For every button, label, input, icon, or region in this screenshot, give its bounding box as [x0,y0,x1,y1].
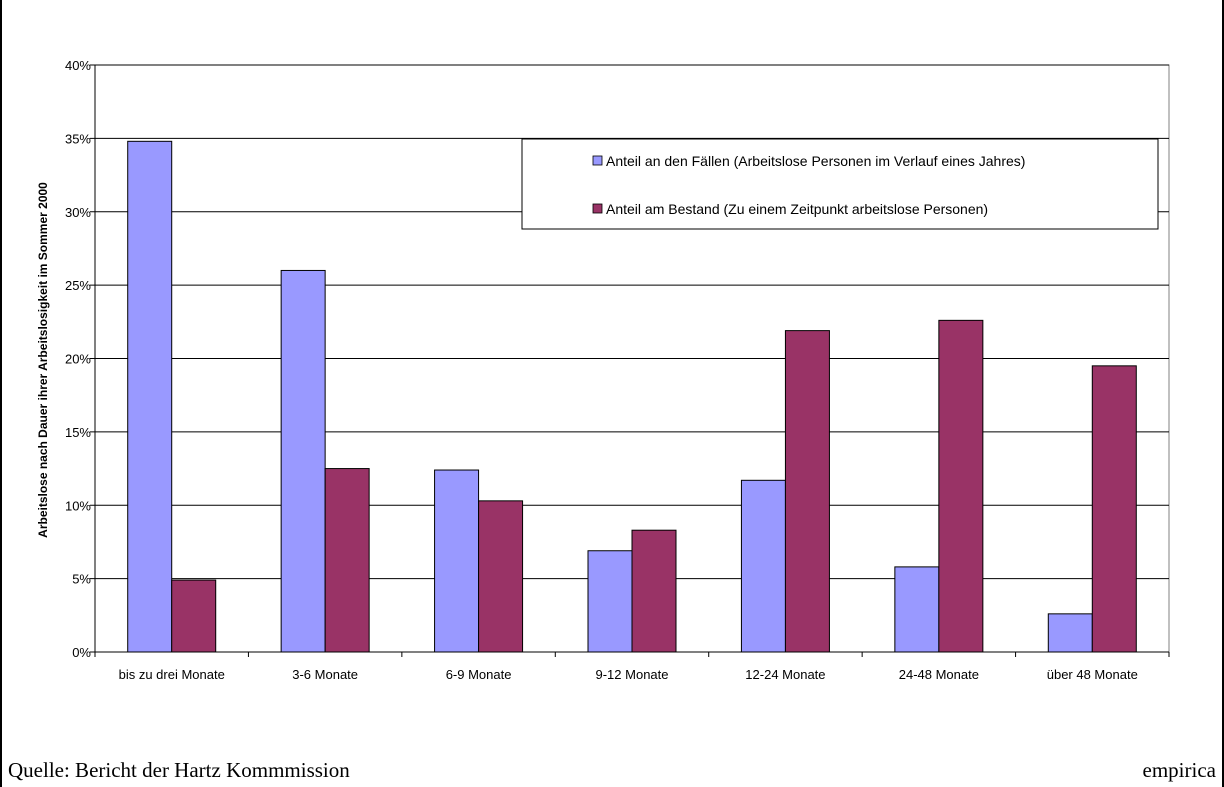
bar-chart: 0% 5% 10% 15% 20% 25% 30% 35% 40% bis zu drei Mo… [36,58,1170,682]
y-tick-label: 40% [65,58,91,73]
legend: Anteil an den Fällen (Arbeitslose Person… [521,138,1159,230]
bar-bestand [1091,365,1137,653]
bar-bestand [171,579,217,653]
x-tick-label: über 48 Monate [1047,667,1138,682]
legend-box [521,138,1159,230]
legend-label-bestand: Anteil am Bestand (Zu einem Zeitpunkt ar… [606,201,988,217]
bar-bestand [938,319,984,653]
bar-faelle [587,550,633,653]
bar-faelle [740,479,786,653]
y-axis-label: Arbeitslose nach Dauer ihrer Arbeitslosi… [36,182,50,538]
source-note: Quelle: Bericht der Hartz Kommmission [8,758,350,782]
bar-faelle [434,469,480,653]
y-axis-ticks: 0% 5% 10% 15% 20% 25% 30% 35% 40% [65,58,95,660]
bar-bestand [784,330,830,653]
y-tick-label: 10% [65,498,91,513]
y-tick-label: 15% [65,425,91,440]
legend-label-faelle: Anteil an den Fällen (Arbeitslose Person… [606,153,1025,169]
legend-swatch-faelle [592,155,603,166]
x-tick-label: bis zu drei Monate [119,667,225,682]
bar-faelle [1047,613,1093,653]
x-tick-label: 12-24 Monate [745,667,825,682]
bar-bestand [631,529,677,653]
x-tick-label: 24-48 Monate [899,667,979,682]
y-tick-label: 30% [65,205,91,220]
x-tick-label: 6-9 Monate [446,667,512,682]
bars [127,140,1137,653]
y-tick-label: 20% [65,352,91,367]
bar-faelle [280,269,326,653]
x-tick-label: 9-12 Monate [596,667,669,682]
bar-bestand [478,500,524,653]
x-tick-label: 3-6 Monate [292,667,358,682]
bar-faelle [894,566,940,653]
y-tick-label: 35% [65,131,91,146]
x-axis-ticks: bis zu drei Monate 3-6 Monate 6-9 Monate 9-… [94,652,1170,682]
bar-faelle [127,140,173,653]
y-tick-label: 25% [65,278,91,293]
brand-name: empirica [1142,758,1216,782]
legend-swatch-bestand [592,203,603,214]
bar-bestand [324,468,370,653]
y-tick-label: 0% [72,645,91,660]
y-tick-label: 5% [72,572,91,587]
